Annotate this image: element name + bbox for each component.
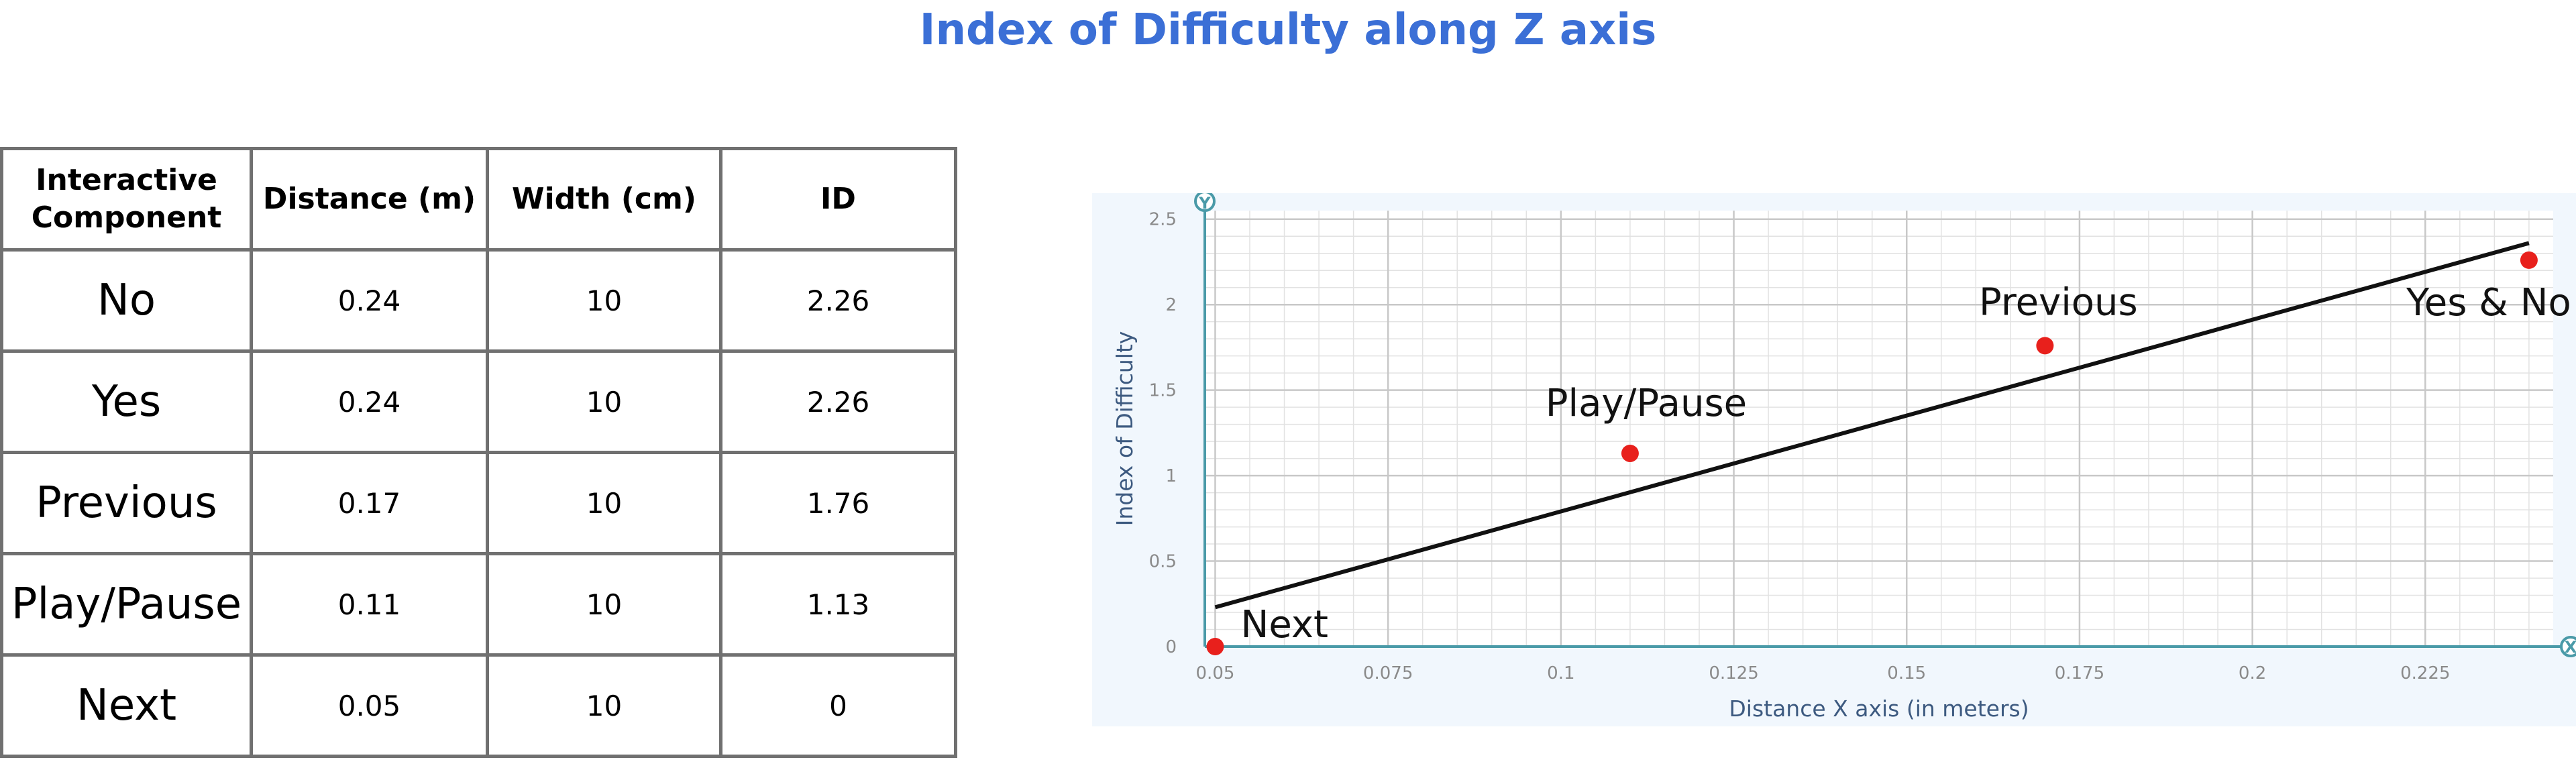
cell-width: 10: [486, 653, 722, 758]
plot-area: [1205, 211, 2553, 647]
cell-id: 2.26: [719, 349, 957, 454]
table-row: No 0.24 10 2.26: [0, 248, 957, 353]
x-tick-label: 0.225: [2400, 663, 2450, 683]
header-component: Interactive Component: [0, 147, 253, 252]
y-tick-label: 2: [1165, 295, 1177, 315]
x-axis-icon: [2560, 636, 2576, 657]
y-tick-label: 0: [1165, 637, 1177, 657]
y-tick-label: 0.5: [1149, 552, 1177, 572]
cell-component: Previous: [0, 451, 253, 555]
cell-component: Play/Pause: [0, 552, 253, 657]
header-id: ID: [719, 147, 957, 252]
table-row: Next 0.05 10 0: [0, 653, 957, 758]
cell-distance: 0.24: [250, 349, 489, 454]
data-point: [1621, 444, 1639, 462]
cell-id: 1.76: [719, 451, 957, 555]
difficulty-table: Interactive Component Distance (m) Width…: [0, 147, 957, 758]
cell-component: Yes: [0, 349, 253, 454]
chart-svg: Y X 0.05 0.075 0.1 0.125 0.15 0.175 0.2 0.225 0 0.5…: [1092, 190, 2576, 726]
x-axis-icon-glyph: X: [2565, 638, 2576, 657]
trendline: [1214, 241, 2530, 610]
y-axis-label: Index of Difficulty: [1112, 331, 1138, 527]
header-distance: Distance (m): [250, 147, 489, 252]
x-axis-label: Distance X axis (in meters): [1729, 696, 2029, 722]
cell-distance: 0.24: [250, 248, 489, 353]
x-tick-label: 0.175: [2055, 663, 2104, 683]
cell-distance: 0.05: [250, 653, 489, 758]
data-point: [2036, 337, 2054, 355]
table-row: Play/Pause 0.11 10 1.13: [0, 552, 957, 657]
cell-width: 10: [486, 552, 722, 657]
cell-distance: 0.11: [250, 552, 489, 657]
y-tick-label: 1: [1165, 466, 1177, 486]
cell-component: Next: [0, 653, 253, 758]
y-axis-icon-glyph: Y: [1198, 194, 1211, 213]
header-component-line2: Component: [31, 201, 222, 235]
data-point: [2520, 251, 2538, 269]
cell-id: 1.13: [719, 552, 957, 657]
x-tick-label: 0.15: [1887, 663, 1926, 683]
table-row: Previous 0.17 10 1.76: [0, 451, 957, 555]
cell-width: 10: [486, 248, 722, 353]
data-point-label: Previous: [1979, 280, 2138, 324]
y-tick-label: 2.5: [1149, 210, 1177, 230]
x-tick-label: 0.1: [1547, 663, 1574, 683]
chart-title: Index of Difficulty along Z axis: [919, 5, 1657, 55]
y-tick-label: 1.5: [1149, 381, 1177, 401]
header-component-line1: Interactive: [36, 163, 217, 197]
header-width: Width (cm): [486, 147, 722, 252]
x-tick-label: 0.075: [1363, 663, 1413, 683]
cell-width: 10: [486, 451, 722, 555]
table-header-row: Interactive Component Distance (m) Width…: [0, 147, 957, 252]
cell-id: 2.26: [719, 248, 957, 353]
data-point-label: Yes & No: [2406, 281, 2571, 325]
table-row: Yes 0.24 10 2.26: [0, 349, 957, 454]
x-tick-label: 0.05: [1196, 663, 1235, 683]
data-point: [1206, 638, 1224, 655]
cell-id: 0: [719, 653, 957, 758]
x-tick-label: 0.2: [2239, 663, 2266, 683]
data-point-label: Next: [1240, 603, 1328, 647]
x-tick-label: 0.125: [1709, 663, 1758, 683]
data-point-label: Play/Pause: [1546, 382, 1747, 425]
cell-component: No: [0, 248, 253, 353]
scatter-chart: Y X 0.05 0.075 0.1 0.125 0.15 0.175 0.2 0.225 0 0.5…: [1092, 190, 2576, 726]
cell-width: 10: [486, 349, 722, 454]
cell-distance: 0.17: [250, 451, 489, 555]
